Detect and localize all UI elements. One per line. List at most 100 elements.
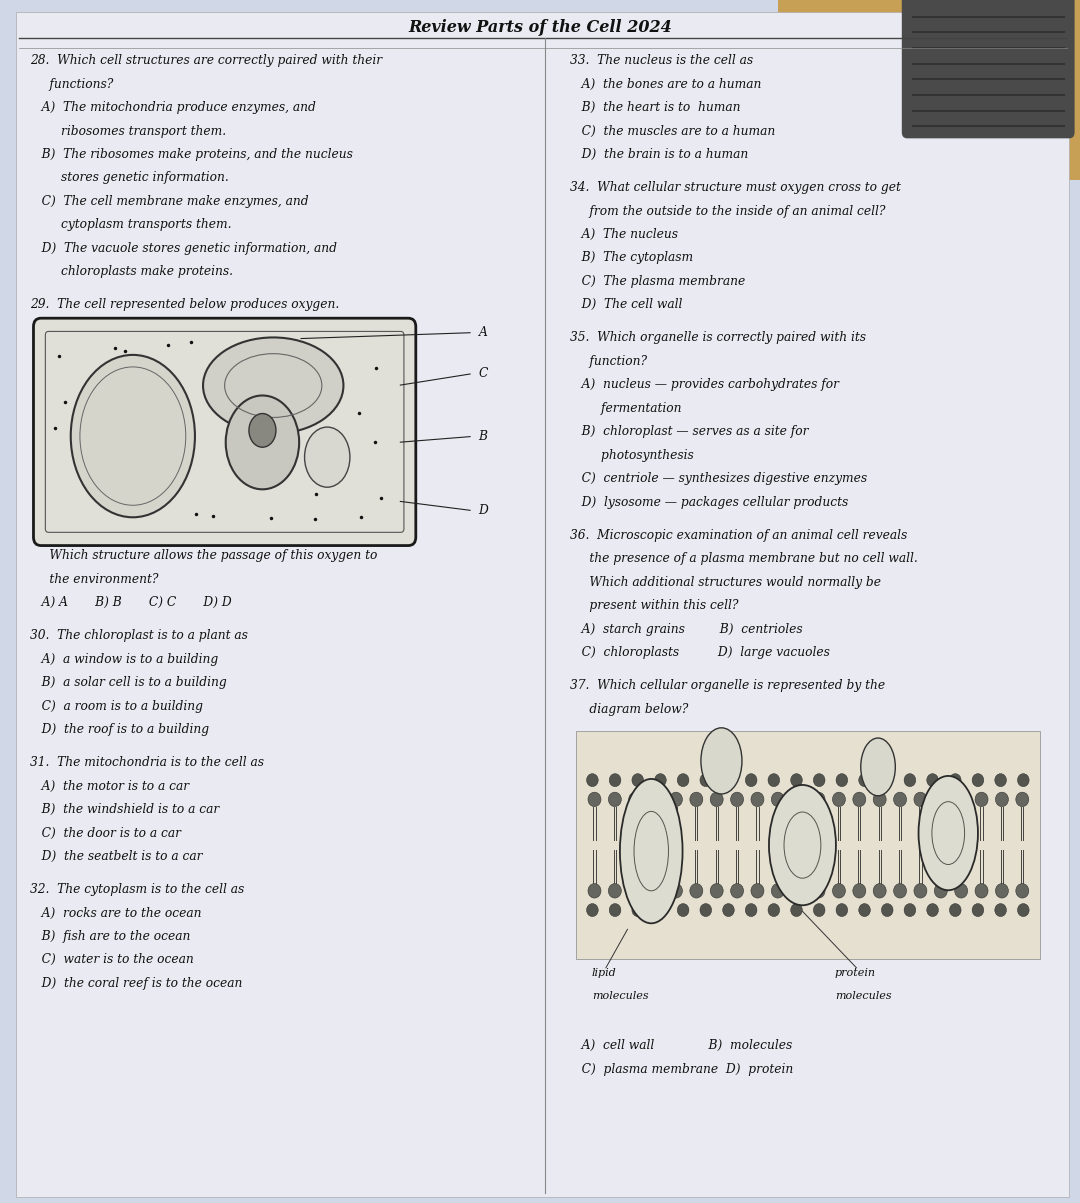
Circle shape — [771, 883, 784, 897]
Circle shape — [995, 774, 1007, 787]
Circle shape — [904, 774, 916, 787]
Circle shape — [670, 792, 683, 806]
Text: 36.  Microscopic examination of an animal cell reveals: 36. Microscopic examination of an animal… — [570, 528, 907, 541]
Text: B)  the windshield is to a car: B) the windshield is to a car — [30, 802, 219, 816]
Ellipse shape — [918, 776, 978, 890]
Text: A)  the motor is to a car: A) the motor is to a car — [30, 780, 189, 793]
Circle shape — [745, 903, 757, 917]
Text: 35.  Which organelle is correctly paired with its: 35. Which organelle is correctly paired … — [570, 331, 866, 344]
Text: A)  cell wall              B)  molecules: A) cell wall B) molecules — [570, 1039, 793, 1053]
Circle shape — [586, 903, 598, 917]
Text: 37.  Which cellular organelle is represented by the: 37. Which cellular organelle is represen… — [570, 678, 886, 692]
Text: A) A       B) B       C) C       D) D: A) A B) B C) C D) D — [30, 595, 232, 609]
Circle shape — [632, 774, 644, 787]
Text: A)  the bones are to a human: A) the bones are to a human — [570, 77, 761, 90]
Circle shape — [972, 903, 984, 917]
Text: stores genetic information.: stores genetic information. — [30, 171, 229, 184]
Circle shape — [751, 883, 764, 897]
Circle shape — [934, 883, 947, 897]
Text: A)  The mitochondria produce enzymes, and: A) The mitochondria produce enzymes, and — [30, 101, 316, 114]
Text: B)  the heart is to  human: B) the heart is to human — [570, 101, 741, 114]
Circle shape — [996, 883, 1009, 897]
Circle shape — [690, 883, 703, 897]
Text: C)  the muscles are to a human: C) the muscles are to a human — [570, 124, 775, 137]
Text: Which structure allows the passage of this oxygen to: Which structure allows the passage of th… — [30, 549, 378, 562]
Text: C: C — [478, 367, 488, 380]
Ellipse shape — [620, 778, 683, 923]
Text: lipid: lipid — [592, 967, 617, 978]
Circle shape — [914, 883, 927, 897]
Text: D)  the coral reef is to the ocean: D) the coral reef is to the ocean — [30, 977, 243, 990]
Text: B: B — [478, 429, 487, 443]
Bar — [576, 730, 1040, 959]
Text: A)  nucleus — provides carbohydrates for: A) nucleus — provides carbohydrates for — [570, 378, 839, 391]
Text: D)  The vacuole stores genetic information, and: D) The vacuole stores genetic informatio… — [30, 242, 337, 255]
Circle shape — [677, 903, 689, 917]
Circle shape — [771, 792, 784, 806]
Circle shape — [975, 792, 988, 806]
Text: fermentation: fermentation — [570, 402, 681, 415]
Text: D)  lysosome — packages cellular products: D) lysosome — packages cellular products — [570, 496, 849, 509]
Text: C)  water is to the ocean: C) water is to the ocean — [30, 953, 194, 966]
Text: B)  The cytoplasm: B) The cytoplasm — [570, 251, 693, 265]
Circle shape — [836, 903, 848, 917]
Circle shape — [711, 883, 724, 897]
Circle shape — [730, 792, 743, 806]
Text: A)  rocks are to the ocean: A) rocks are to the ocean — [30, 906, 202, 919]
Text: photosynthesis: photosynthesis — [570, 449, 694, 462]
Circle shape — [927, 903, 939, 917]
Text: C)  the door is to a car: C) the door is to a car — [30, 826, 181, 840]
Text: C)  The plasma membrane: C) The plasma membrane — [570, 274, 745, 288]
Circle shape — [792, 792, 805, 806]
Text: Which additional structures would normally be: Which additional structures would normal… — [570, 575, 881, 588]
Circle shape — [690, 792, 703, 806]
Circle shape — [745, 774, 757, 787]
FancyBboxPatch shape — [902, 0, 1075, 138]
Circle shape — [649, 792, 662, 806]
Text: cytoplasm transports them.: cytoplasm transports them. — [30, 218, 232, 231]
Text: 33.  The nucleus is the cell as: 33. The nucleus is the cell as — [570, 54, 754, 67]
Circle shape — [751, 792, 764, 806]
Circle shape — [972, 774, 984, 787]
Ellipse shape — [861, 737, 895, 795]
Circle shape — [914, 792, 927, 806]
Circle shape — [723, 774, 734, 787]
Circle shape — [949, 903, 961, 917]
Text: functions?: functions? — [30, 77, 113, 90]
Circle shape — [609, 774, 621, 787]
Circle shape — [833, 792, 846, 806]
Text: C)  plasma membrane  D)  protein: C) plasma membrane D) protein — [570, 1062, 794, 1075]
Circle shape — [649, 883, 662, 897]
Circle shape — [934, 792, 947, 806]
Circle shape — [853, 792, 866, 806]
Circle shape — [791, 903, 802, 917]
Circle shape — [904, 903, 916, 917]
Circle shape — [609, 903, 621, 917]
Circle shape — [723, 903, 734, 917]
Text: C)  centriole — synthesizes digestive enzymes: C) centriole — synthesizes digestive enz… — [570, 472, 867, 485]
Circle shape — [1017, 903, 1029, 917]
Circle shape — [996, 792, 1009, 806]
Text: B)  chloroplast — serves as a site for: B) chloroplast — serves as a site for — [570, 425, 809, 438]
Text: the presence of a plasma membrane but no cell wall.: the presence of a plasma membrane but no… — [570, 552, 918, 565]
Text: ribosomes transport them.: ribosomes transport them. — [30, 124, 227, 137]
Circle shape — [629, 883, 642, 897]
Text: D)  The cell wall: D) The cell wall — [570, 298, 683, 312]
Text: C)  a room is to a building: C) a room is to a building — [30, 699, 203, 712]
Circle shape — [874, 883, 887, 897]
Circle shape — [813, 774, 825, 787]
Circle shape — [893, 792, 906, 806]
Text: molecules: molecules — [835, 991, 891, 1001]
Circle shape — [1016, 792, 1029, 806]
Circle shape — [812, 883, 825, 897]
Text: C)  chloroplasts          D)  large vacuoles: C) chloroplasts D) large vacuoles — [570, 646, 831, 659]
Circle shape — [975, 883, 988, 897]
Circle shape — [670, 883, 683, 897]
Circle shape — [813, 903, 825, 917]
Circle shape — [632, 903, 644, 917]
Text: D: D — [478, 504, 488, 517]
Text: D)  the seatbelt is to a car: D) the seatbelt is to a car — [30, 849, 203, 863]
Text: A)  starch grains         B)  centrioles: A) starch grains B) centrioles — [570, 622, 802, 635]
Circle shape — [608, 883, 621, 897]
Text: 31.  The mitochondria is to the cell as: 31. The mitochondria is to the cell as — [30, 755, 265, 769]
